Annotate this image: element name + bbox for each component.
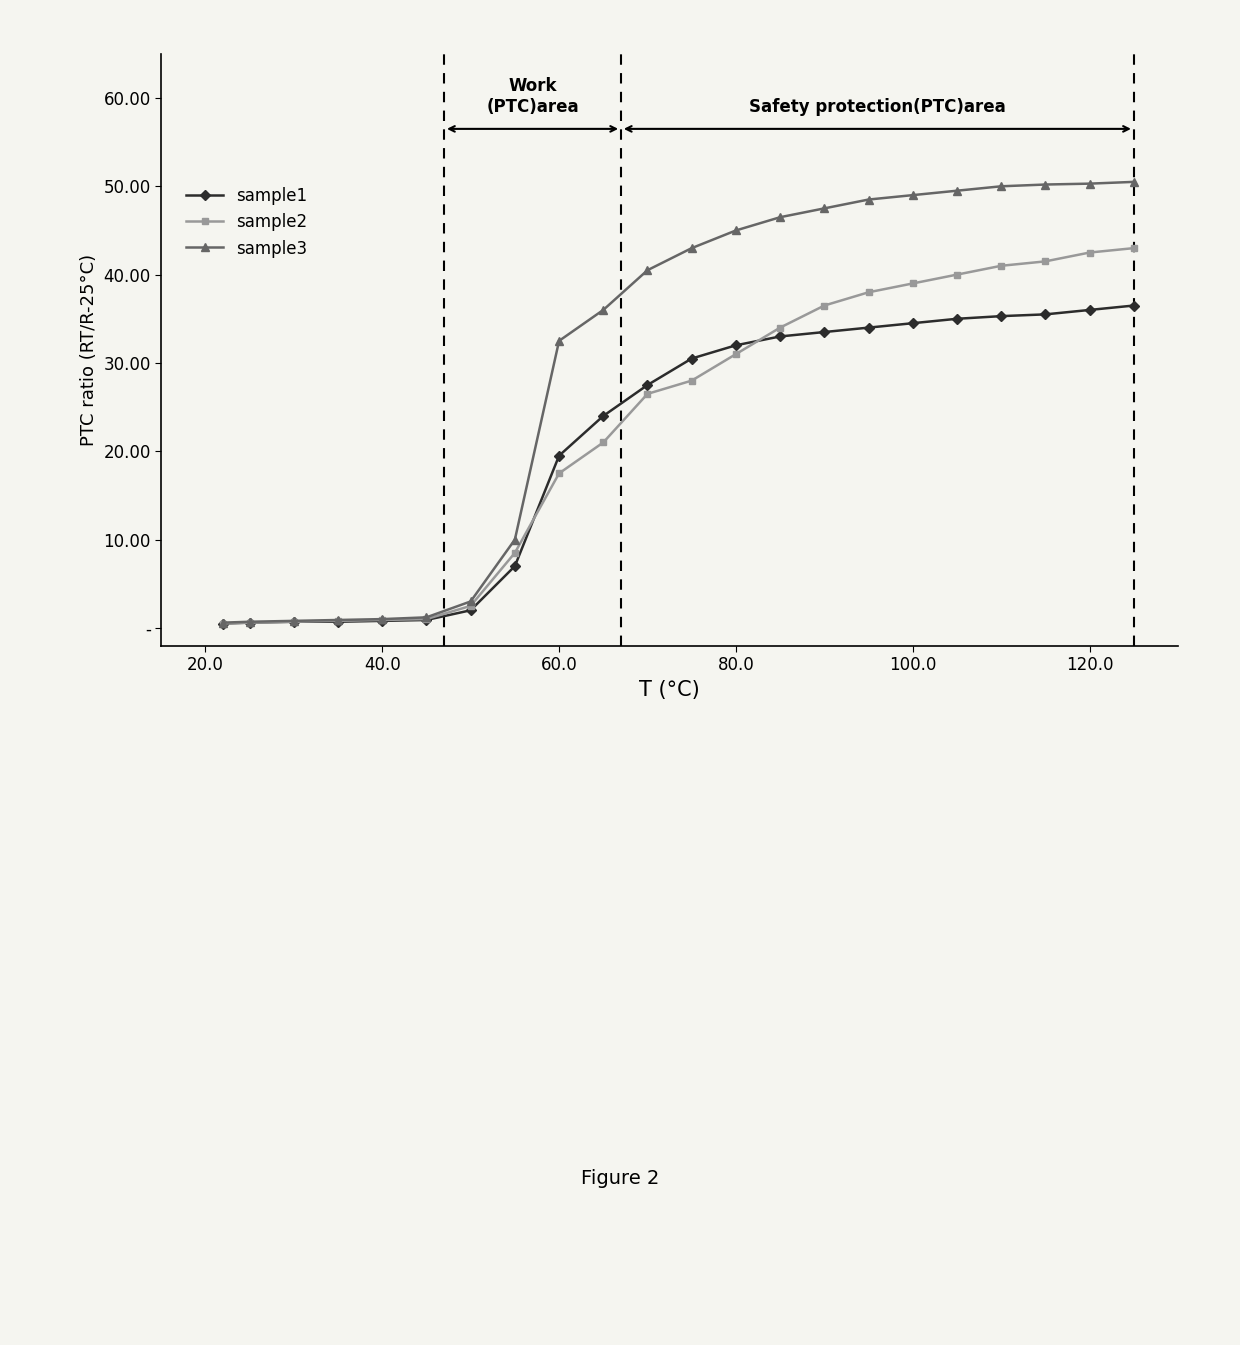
sample1 — [216, 616, 231, 632]
sample3 — [1083, 176, 1097, 192]
sample2 — [817, 297, 832, 313]
sample3 — [507, 531, 522, 547]
sample1 — [464, 603, 479, 619]
sample3 — [950, 183, 965, 199]
sample3 — [464, 593, 479, 609]
sample2 — [684, 373, 699, 389]
sample3 — [596, 301, 611, 317]
sample2 — [950, 266, 965, 282]
sample1 — [419, 612, 434, 628]
sample3 — [216, 615, 231, 631]
sample3 — [242, 613, 257, 629]
sample3 — [331, 612, 346, 628]
sample3 — [993, 179, 1008, 195]
sample2 — [507, 545, 522, 561]
Text: Work
(PTC)area: Work (PTC)area — [486, 77, 579, 116]
Line: sample1: sample1 — [219, 303, 1137, 627]
sample1 — [773, 328, 787, 344]
sample2 — [374, 612, 389, 628]
sample1 — [374, 613, 389, 629]
Line: sample2: sample2 — [219, 245, 1137, 627]
sample3 — [861, 191, 875, 207]
sample3 — [1126, 174, 1141, 190]
sample3 — [419, 609, 434, 625]
sample2 — [552, 465, 567, 482]
sample3 — [1038, 176, 1053, 192]
sample3 — [773, 208, 787, 225]
Line: sample3: sample3 — [219, 178, 1138, 627]
sample1 — [861, 320, 875, 336]
sample1 — [728, 338, 743, 354]
sample2 — [216, 616, 231, 632]
sample2 — [905, 276, 920, 292]
sample1 — [684, 351, 699, 367]
sample2 — [1126, 239, 1141, 256]
sample3 — [817, 200, 832, 217]
sample2 — [728, 346, 743, 362]
sample1 — [640, 377, 655, 393]
sample1 — [1126, 297, 1141, 313]
sample2 — [861, 284, 875, 300]
sample3 — [286, 613, 301, 629]
sample2 — [242, 615, 257, 631]
Text: Safety protection(PTC)area: Safety protection(PTC)area — [749, 98, 1006, 116]
sample1 — [507, 558, 522, 574]
sample2 — [773, 320, 787, 336]
sample1 — [1038, 307, 1053, 323]
sample3 — [640, 262, 655, 278]
sample2 — [993, 258, 1008, 274]
sample2 — [464, 597, 479, 613]
sample2 — [331, 613, 346, 629]
sample2 — [419, 611, 434, 627]
sample1 — [552, 448, 567, 464]
sample1 — [1083, 301, 1097, 317]
sample3 — [684, 239, 699, 256]
sample1 — [596, 408, 611, 424]
sample2 — [596, 434, 611, 451]
sample1 — [286, 613, 301, 629]
sample2 — [1083, 245, 1097, 261]
sample2 — [640, 386, 655, 402]
sample3 — [728, 222, 743, 238]
Text: Figure 2: Figure 2 — [580, 1169, 660, 1188]
sample3 — [552, 332, 567, 348]
Y-axis label: PTC ratio (RT/R-25°C): PTC ratio (RT/R-25°C) — [79, 254, 98, 445]
sample1 — [950, 311, 965, 327]
sample1 — [817, 324, 832, 340]
sample3 — [905, 187, 920, 203]
sample2 — [1038, 253, 1053, 269]
sample2 — [286, 613, 301, 629]
X-axis label: T (°C): T (°C) — [640, 679, 699, 699]
Legend: sample1, sample2, sample3: sample1, sample2, sample3 — [180, 180, 314, 265]
sample1 — [905, 315, 920, 331]
sample1 — [331, 613, 346, 629]
sample1 — [242, 615, 257, 631]
sample1 — [993, 308, 1008, 324]
sample3 — [374, 611, 389, 627]
